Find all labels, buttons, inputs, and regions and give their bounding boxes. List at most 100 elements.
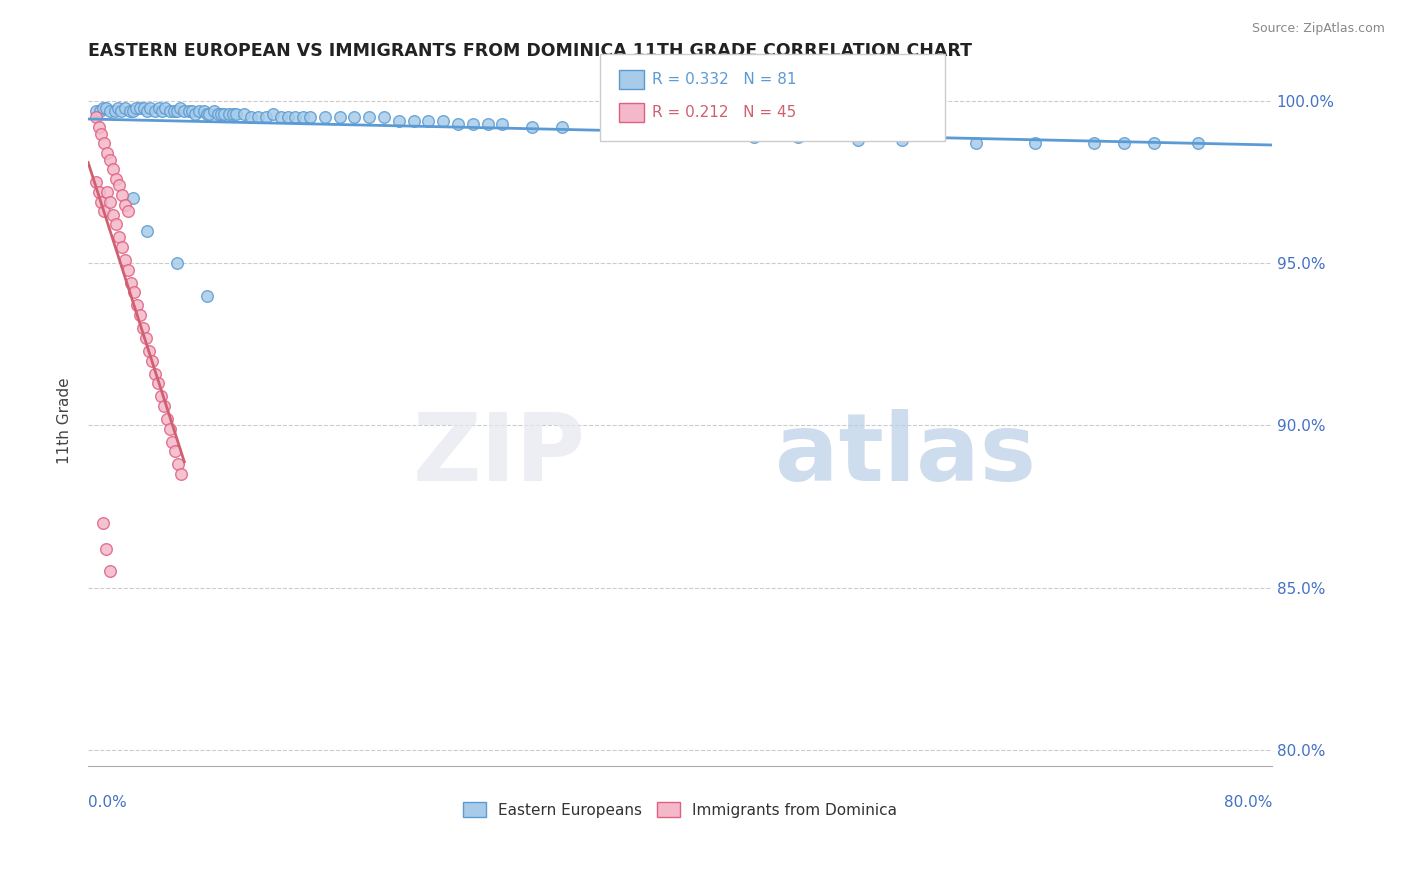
Point: [117, 204, 139, 219]
Point: [202, 103, 225, 118]
Point: [239, 111, 262, 125]
Point: [98, 153, 121, 167]
Point: [90, 194, 112, 209]
Point: [135, 331, 157, 345]
Point: [90, 127, 112, 141]
Point: [232, 107, 254, 121]
Point: [402, 113, 425, 128]
Point: [129, 308, 152, 322]
Point: [461, 117, 484, 131]
Point: [114, 101, 136, 115]
Text: R = 0.212   N = 45: R = 0.212 N = 45: [652, 105, 797, 120]
Point: [162, 434, 184, 449]
Point: [138, 343, 160, 358]
Text: R = 0.332   N = 81: R = 0.332 N = 81: [652, 72, 797, 87]
Point: [180, 103, 202, 118]
Point: [108, 178, 131, 193]
Point: [699, 127, 721, 141]
Point: [122, 285, 145, 300]
Point: [150, 103, 173, 118]
Point: [247, 111, 270, 125]
Text: 0.0%: 0.0%: [89, 795, 127, 810]
Point: [491, 117, 513, 131]
Point: [111, 240, 134, 254]
Point: [89, 103, 111, 118]
Point: [134, 101, 156, 115]
Point: [165, 444, 187, 458]
Y-axis label: 11th Grade: 11th Grade: [58, 377, 72, 464]
Point: [159, 103, 181, 118]
Point: [111, 188, 134, 202]
Point: [94, 101, 117, 115]
Point: [124, 101, 146, 115]
Point: [218, 107, 240, 121]
Point: [520, 120, 543, 134]
Point: [169, 101, 191, 115]
Point: [141, 353, 163, 368]
Point: [87, 120, 110, 134]
Point: [104, 103, 127, 118]
Point: [418, 113, 440, 128]
Point: [84, 111, 107, 125]
Point: [153, 101, 176, 115]
Point: [891, 133, 914, 147]
Point: [84, 175, 107, 189]
Point: [110, 103, 132, 118]
Point: [87, 185, 110, 199]
Point: [167, 458, 190, 472]
Point: [170, 467, 193, 481]
Point: [91, 101, 114, 115]
Point: [222, 107, 245, 121]
Legend: Eastern Europeans, Immigrants from Dominica: Eastern Europeans, Immigrants from Domin…: [457, 796, 904, 824]
Point: [105, 172, 128, 186]
Text: atlas: atlas: [775, 409, 1036, 501]
Point: [121, 191, 143, 205]
Point: [209, 107, 232, 121]
Point: [965, 136, 987, 151]
Point: [742, 129, 765, 144]
Point: [193, 103, 215, 118]
Point: [120, 276, 142, 290]
Point: [136, 103, 159, 118]
Point: [1142, 136, 1164, 151]
Point: [139, 101, 162, 115]
Point: [159, 422, 181, 436]
Point: [148, 101, 170, 115]
Point: [388, 113, 411, 128]
Point: [105, 218, 128, 232]
Point: [314, 111, 336, 125]
Point: [84, 103, 107, 118]
Point: [152, 399, 174, 413]
Point: [198, 107, 221, 121]
Point: [114, 253, 136, 268]
Point: [173, 103, 195, 118]
Point: [96, 185, 118, 199]
Point: [195, 107, 218, 121]
Point: [155, 412, 177, 426]
Point: [177, 103, 200, 118]
Point: [1187, 136, 1209, 151]
Point: [270, 111, 292, 125]
Point: [125, 298, 148, 312]
Point: [132, 321, 155, 335]
Point: [96, 146, 118, 161]
Point: [93, 136, 115, 151]
Point: [846, 133, 869, 147]
Point: [117, 262, 139, 277]
Point: [91, 516, 114, 530]
Point: [343, 111, 366, 125]
Text: 80.0%: 80.0%: [1223, 795, 1272, 810]
Point: [93, 204, 115, 219]
Point: [143, 103, 166, 118]
Point: [121, 103, 143, 118]
Point: [149, 389, 172, 403]
Point: [166, 256, 188, 270]
Point: [129, 101, 152, 115]
Text: ZIP: ZIP: [412, 409, 585, 501]
Point: [291, 111, 314, 125]
Point: [277, 111, 299, 125]
Point: [447, 117, 470, 131]
Point: [373, 111, 395, 125]
Point: [207, 107, 229, 121]
Point: [329, 111, 352, 125]
